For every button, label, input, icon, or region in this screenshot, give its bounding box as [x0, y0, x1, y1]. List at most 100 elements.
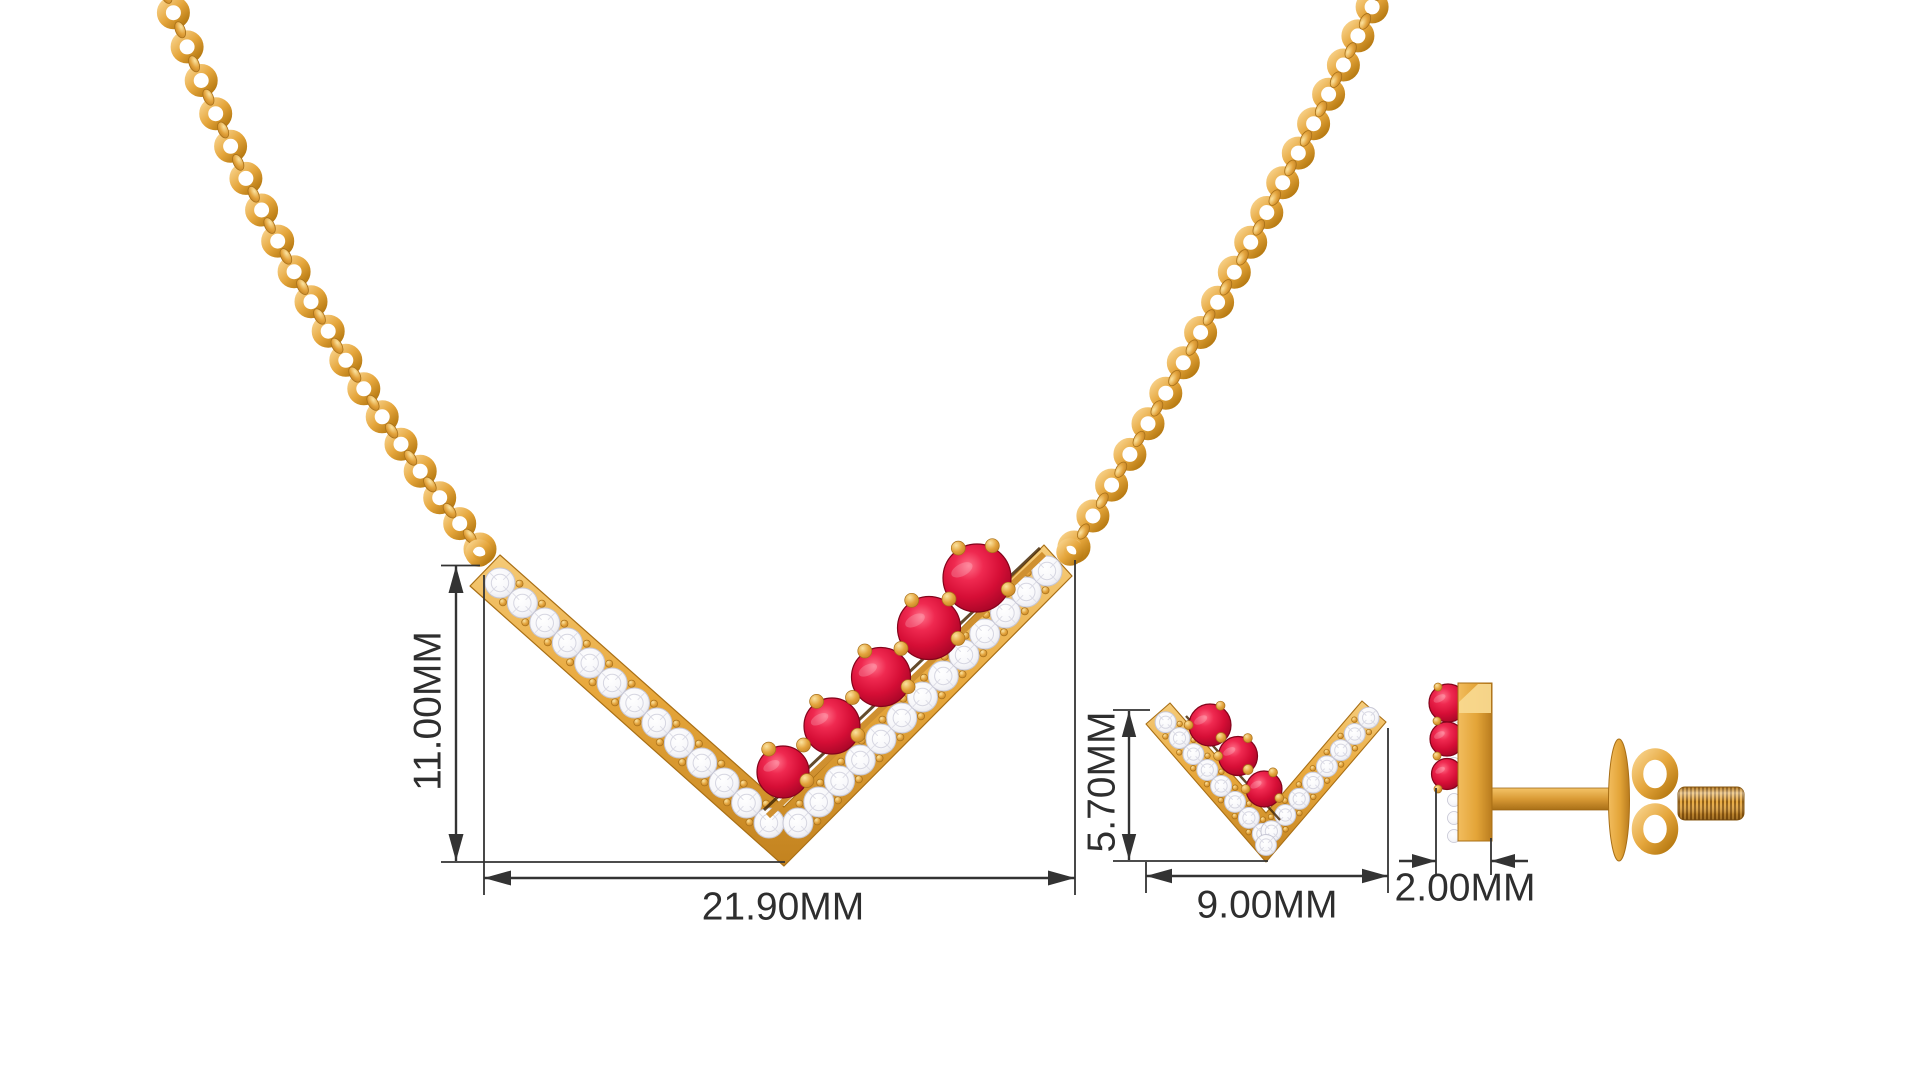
dimension-arrow	[1362, 868, 1388, 884]
diamond-facet	[1213, 787, 1220, 794]
diamond-facet	[1356, 726, 1362, 733]
diamond-facet	[512, 605, 520, 614]
chain-link	[245, 193, 279, 227]
chain-link	[1250, 196, 1284, 229]
diamond-stone	[1302, 771, 1325, 794]
diamond-stone	[803, 786, 835, 818]
diamond-facet	[1342, 752, 1348, 758]
prong-ball	[854, 775, 863, 784]
chain-link	[184, 64, 218, 97]
chain-connector-link	[1202, 309, 1216, 326]
diamond-stone	[907, 681, 938, 713]
diamond-facet	[904, 707, 912, 716]
diamond-facet	[1305, 775, 1312, 781]
earring-width-label: 9.00MM	[1197, 884, 1338, 927]
diamond-facet	[1213, 778, 1220, 785]
diamond-table	[513, 593, 532, 613]
diamond-facet	[1227, 803, 1234, 810]
chain-link	[170, 30, 204, 64]
prong-ball	[1190, 765, 1197, 772]
screw-thread-shading	[1678, 787, 1744, 820]
diamond-facet	[1250, 819, 1257, 826]
diamond-table	[1037, 561, 1057, 581]
chain-link	[403, 454, 437, 488]
prong-ball	[605, 659, 614, 668]
diamond-girdle	[1315, 755, 1338, 778]
prong-ball	[979, 649, 988, 658]
diamond-facet	[787, 825, 796, 834]
prong-ball	[1365, 728, 1373, 736]
prong-ball	[1337, 761, 1345, 768]
diamond-facet	[691, 765, 699, 774]
diamond-facet	[1361, 719, 1367, 725]
diamond-facet	[821, 791, 829, 800]
diamond-facet	[1278, 807, 1284, 814]
diamond-table	[535, 613, 554, 633]
prong-ball	[717, 759, 726, 768]
diamond-facet	[1347, 735, 1353, 742]
prong-ball	[739, 779, 748, 788]
chain-link	[347, 372, 381, 406]
diamond-facet	[1200, 771, 1206, 778]
prong-ball	[1337, 732, 1344, 740]
diamond-facet	[614, 672, 623, 681]
diamond-facet	[1328, 768, 1335, 774]
prong-ball	[1000, 581, 1016, 597]
chain-connector-link	[279, 248, 293, 265]
chain-connector-link	[1268, 189, 1282, 206]
diamond-facet	[534, 612, 542, 621]
diamond-facet	[714, 785, 722, 794]
earring-bar-bevel	[1459, 684, 1491, 713]
chain-connector-link	[1314, 100, 1328, 118]
diamond-facet	[1172, 739, 1178, 746]
diamond-table	[809, 792, 828, 812]
chain-link	[1341, 19, 1375, 53]
chain-connector-link	[296, 278, 309, 295]
diamond-table	[580, 653, 599, 673]
chain-link	[199, 97, 233, 131]
ruby-highlight	[1435, 766, 1446, 774]
diamond-table	[934, 666, 953, 686]
chain-connector-link	[174, 21, 187, 39]
diamond-facet	[995, 615, 1003, 624]
diamond-facet	[637, 705, 645, 714]
diamond-facet	[1333, 743, 1339, 749]
chain-connector-link	[1373, 0, 1386, 1]
diamond-facet	[842, 770, 850, 779]
chain-link	[1266, 166, 1300, 200]
prong-ball	[1324, 777, 1331, 784]
diamond-girdle	[1274, 804, 1297, 826]
diamond-facet	[727, 772, 735, 781]
diamond-table	[558, 633, 577, 653]
diamond-facet	[736, 792, 744, 801]
dimension-arrow	[1491, 854, 1515, 868]
diamond-facet	[863, 749, 871, 758]
prong-ball	[566, 658, 575, 667]
diamond-facet	[624, 692, 632, 701]
diamond-facet	[1292, 791, 1298, 797]
prong-ball	[537, 599, 546, 608]
diamond-table	[1292, 792, 1306, 806]
chain-connector-link	[1299, 130, 1313, 147]
prong-ball	[694, 739, 703, 748]
chain-connector-link	[313, 308, 326, 325]
chain-link	[311, 314, 345, 348]
diamond-facet	[512, 592, 520, 601]
prong-ball	[816, 778, 825, 787]
diamond-stone	[551, 627, 583, 659]
diamond-facet	[1195, 755, 1201, 762]
chain-link	[1149, 376, 1183, 410]
diamond-table	[625, 693, 644, 713]
prong-ball	[950, 631, 966, 646]
ruby-highlight	[1434, 731, 1445, 739]
chain-connector-link	[1252, 219, 1266, 236]
diamond-facet	[1301, 791, 1307, 797]
diamond-facet	[1209, 771, 1215, 778]
diamond-girdle	[1329, 739, 1352, 762]
diamond-facet	[966, 657, 975, 666]
diamond-facet	[1186, 746, 1192, 753]
diamond-girdle	[1288, 787, 1311, 810]
earring-depth-label: 2.00MM	[1395, 867, 1536, 910]
diamond-facet	[850, 749, 858, 758]
prong-ball	[1268, 767, 1278, 778]
